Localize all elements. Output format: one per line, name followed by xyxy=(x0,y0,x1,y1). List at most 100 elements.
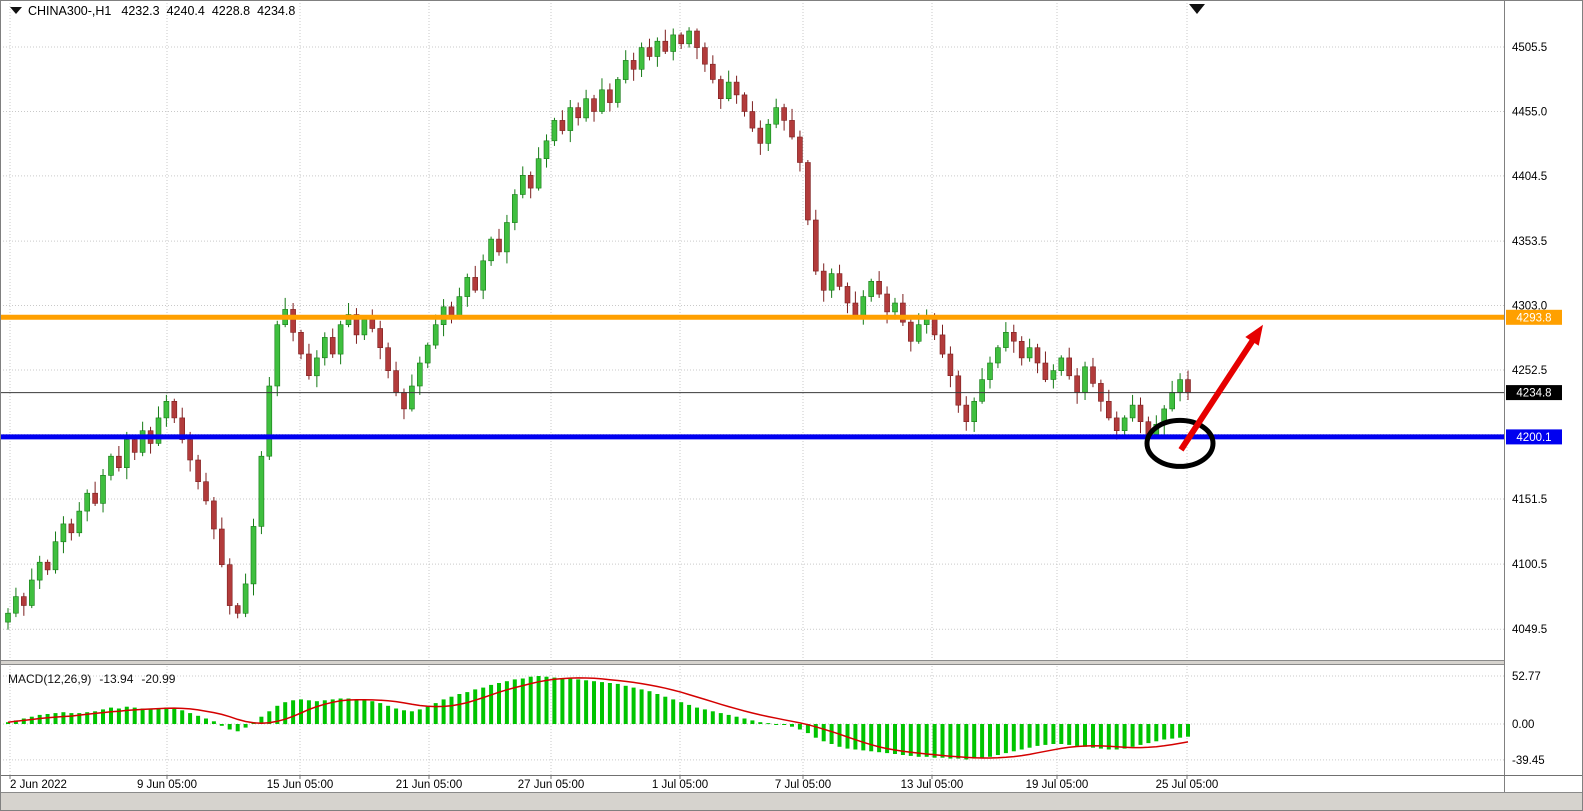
candle xyxy=(464,273,471,307)
macd-bar xyxy=(600,682,604,724)
macd-name: MACD(12,26,9) xyxy=(8,672,91,686)
candle-body xyxy=(385,347,391,372)
pane-splitter[interactable] xyxy=(0,661,1504,664)
candle xyxy=(242,573,249,618)
candle-body xyxy=(337,324,344,355)
price-axis-label: 4404.5 xyxy=(1512,171,1547,183)
candle xyxy=(765,119,772,151)
candle-body xyxy=(995,347,1001,364)
candle-body xyxy=(266,385,273,457)
candle-body xyxy=(773,107,780,125)
candle xyxy=(377,320,384,360)
candle xyxy=(725,70,732,102)
macd-bar xyxy=(718,713,723,724)
symbol-expand-icon[interactable] xyxy=(10,7,22,14)
macd-bar xyxy=(243,724,248,728)
candle xyxy=(321,332,328,366)
horizontal-scrollbar[interactable] xyxy=(0,792,1583,811)
macd-bar xyxy=(679,702,684,725)
macd-bar xyxy=(1035,724,1040,746)
macd-axis-label: -39.45 xyxy=(1512,755,1545,767)
candle xyxy=(274,320,281,397)
macd-bar xyxy=(900,724,905,755)
chart-shift-marker[interactable] xyxy=(1189,4,1205,14)
candle-body xyxy=(567,107,574,131)
candle-body xyxy=(583,98,589,119)
candle-body xyxy=(13,596,19,614)
candle xyxy=(44,559,51,575)
macd-bar xyxy=(1106,724,1111,750)
candle xyxy=(211,497,217,540)
candle-body xyxy=(314,357,320,377)
candle-body xyxy=(1106,400,1112,419)
time-axis-label: 21 Jun 05:00 xyxy=(396,779,463,791)
macd-bar xyxy=(908,724,913,756)
candle xyxy=(694,28,700,60)
current-price-line-badge-text: 4234.8 xyxy=(1516,388,1551,400)
macd-bar xyxy=(346,698,351,724)
annotations-layer[interactable] xyxy=(1144,324,1263,469)
candle-body xyxy=(591,98,597,112)
macd-bar xyxy=(1051,724,1056,744)
current-price-line-badge xyxy=(1506,385,1562,401)
candle xyxy=(733,75,740,104)
macd-bar xyxy=(1067,724,1072,745)
candle-body xyxy=(702,47,708,65)
candle-body xyxy=(519,175,526,195)
macd-bar xyxy=(647,691,652,724)
candle-body xyxy=(979,379,985,402)
candle-body xyxy=(1050,370,1057,380)
macd-axis-label: 52.77 xyxy=(1512,671,1541,683)
horizontal-lines-layer[interactable]: 4293.8 4200.1 4234.8 xyxy=(0,309,1562,445)
circle-annotation[interactable] xyxy=(1144,417,1216,469)
symbol-ohlc-label: CHINA300-,H1 4232.3 4240.4 4228.8 4234.8 xyxy=(28,4,295,18)
macd-bar xyxy=(188,713,193,724)
arrow-annotation-shaft[interactable] xyxy=(1178,336,1257,452)
candle-body xyxy=(250,526,257,585)
macd-bar xyxy=(948,724,953,759)
candle-body xyxy=(662,40,669,52)
candle-body xyxy=(5,612,11,623)
candle xyxy=(298,329,304,360)
macd-bar xyxy=(972,724,977,759)
candle xyxy=(749,101,756,132)
candle-body xyxy=(377,328,384,349)
candle xyxy=(1058,355,1065,376)
candle-body xyxy=(480,260,487,291)
candle xyxy=(1003,322,1009,352)
macd-bar xyxy=(219,724,224,726)
candle xyxy=(337,320,344,365)
candle xyxy=(1026,338,1033,362)
candle-body xyxy=(361,319,368,336)
macd-bar xyxy=(481,687,486,724)
candle-body xyxy=(654,40,661,57)
candle xyxy=(480,254,487,300)
candle-body xyxy=(686,30,692,45)
candle xyxy=(511,189,518,231)
macd-bar xyxy=(560,678,565,724)
candle xyxy=(630,52,637,81)
macd-bar xyxy=(623,685,628,724)
macd-bar xyxy=(1083,724,1087,747)
macd-bar xyxy=(528,676,533,725)
candle-body xyxy=(907,321,914,342)
candle xyxy=(424,342,431,369)
macd-bar xyxy=(101,709,105,724)
macd-bar xyxy=(132,707,137,724)
macd-bar xyxy=(1098,724,1103,749)
time-axis-label: 1 Jul 05:00 xyxy=(652,779,708,791)
macd-bar xyxy=(980,724,985,758)
macd-bar xyxy=(536,676,541,725)
candle xyxy=(504,214,510,264)
candle-body xyxy=(432,324,439,346)
macd-bar xyxy=(655,694,660,724)
candle-body xyxy=(131,439,138,453)
candle-body xyxy=(971,400,978,422)
arrow-annotation-head[interactable] xyxy=(1245,324,1263,346)
macd-bar xyxy=(13,720,18,724)
candle xyxy=(52,531,59,574)
candle xyxy=(314,350,320,388)
candle-body xyxy=(211,500,217,530)
candle xyxy=(290,303,296,342)
